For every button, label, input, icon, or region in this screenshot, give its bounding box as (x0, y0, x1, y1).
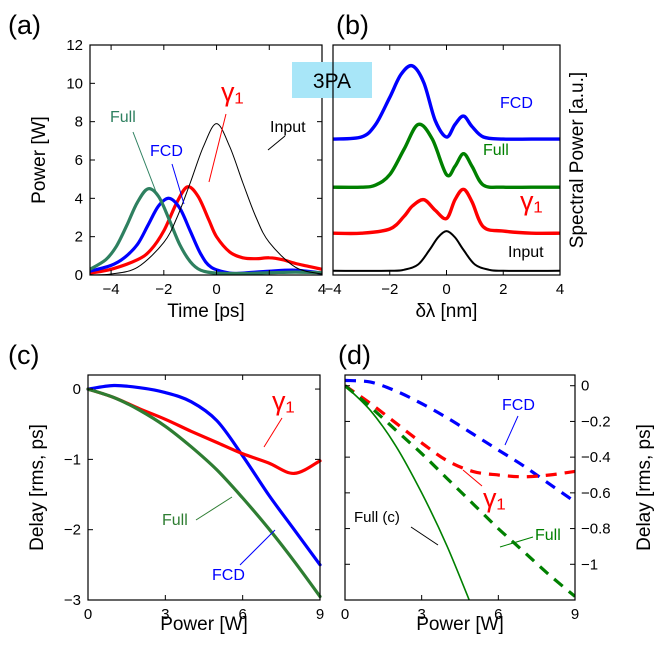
panel-a-ytick-label: 12 (66, 37, 83, 54)
panel-d-ytick-label: −0.4 (581, 449, 611, 466)
panel-d-ytick-label: −0.2 (581, 413, 611, 430)
panel-d-annot-fcd: FCD (502, 397, 535, 414)
panel-c-xtick-label: 3 (161, 606, 169, 623)
panel-d-series-1 (345, 384, 575, 479)
panel-c-annot-fcd: FCD (212, 567, 245, 584)
panel-b-annot-input: Input (508, 244, 544, 261)
panel-a-annot-full: Full (110, 109, 136, 126)
panel-b-xtick-label: 4 (556, 281, 564, 298)
panel-b-xtick-label: −4 (324, 281, 341, 298)
panel-a-annot-gamma: γ₁ (221, 77, 244, 107)
panel-c-label: (c) (8, 340, 39, 370)
panel-c-leader-fcd (239, 529, 276, 566)
panel-a-xtick-label: 4 (318, 281, 326, 298)
panel-c-ytick-label: −2 (64, 522, 81, 539)
panel-a-ytick-label: 8 (75, 114, 83, 131)
panel-a-xtick-label: −2 (155, 281, 172, 298)
panel-d-ytick-label: −1 (581, 556, 598, 573)
panel-c-ytick-label: −3 (64, 592, 81, 609)
panel-c-xtick-label: 0 (84, 606, 92, 623)
panel-d-ytick-label: 0 (581, 378, 589, 395)
panel-c-frame (87, 374, 321, 601)
panel-d-leader-gamma (462, 469, 483, 487)
panel-c-ytick-label: −1 (64, 451, 81, 468)
panel-d-xlabel: Power [W] (416, 614, 504, 635)
panel-a-leader-fcd (171, 163, 185, 205)
panel-d-annot-full-c: Full (c) (354, 509, 400, 526)
panel-c-series-0 (86, 383, 322, 567)
panel-b-annot-full: Full (483, 142, 509, 159)
panel-a-frame (89, 44, 323, 276)
panel-a-xlabel: Time [ps] (167, 301, 244, 322)
badge-3pa-text: 3PA (313, 70, 351, 93)
panel-c-xtick-label: 6 (238, 606, 246, 623)
panel-c-annot-gamma: γ₁ (272, 386, 295, 416)
panel-b-ylabel: Spectral Power [a.u.] (567, 72, 588, 248)
panel-c-ytick-label: 0 (73, 381, 81, 398)
panel-a-series-3 (90, 185, 322, 275)
panel-d-leader-full (499, 536, 534, 548)
panel-a-leader-input (267, 135, 286, 151)
panel-b-xlabel: δλ [nm] (416, 301, 478, 322)
panel-a-series-1 (90, 187, 322, 275)
panel-b-xtick-label: −2 (381, 281, 398, 298)
panel-d-annot-gamma: γ₁ (483, 483, 506, 513)
panel-b-series-3 (333, 230, 560, 272)
panel-c-series-2 (86, 387, 322, 599)
panel-d-ylabel: Delay [rms, ps] (634, 424, 655, 551)
panel-d-label: (d) (338, 340, 371, 370)
panel-d-series-2 (345, 384, 575, 598)
panel-c-xtick-label: 9 (316, 606, 324, 623)
panel-a-ytick-label: 4 (75, 190, 83, 207)
panel-b-xtick-label: 0 (442, 281, 450, 298)
panel-c-leader-gamma (263, 417, 283, 448)
badge-3pa (292, 62, 372, 98)
panel-d-xtick-label: 3 (417, 606, 425, 623)
panel-a-leader-full (132, 131, 159, 198)
panel-b-annot-gamma: γ₁ (520, 186, 543, 216)
panel-a-plot (90, 123, 322, 275)
panel-d-xtick-label: 9 (571, 606, 579, 623)
panel-d-series-3 (345, 385, 471, 600)
panel-a-ytick-label: 10 (66, 75, 83, 92)
panel-a-xtick-label: 2 (265, 281, 273, 298)
panel-d-leader-full-c (410, 526, 439, 546)
panel-a-series-0 (90, 123, 322, 275)
panel-c-annot-full: Full (162, 512, 188, 529)
panel-b-label: (b) (336, 10, 369, 40)
panel-d-xtick-label: 0 (341, 606, 349, 623)
panel-c-ylabel: Delay [rms, ps] (27, 424, 48, 551)
panel-a-xtick-label: 0 (212, 281, 220, 298)
panel-a-ylabel: Power [W] (29, 116, 50, 204)
panel-a-label: (a) (8, 10, 41, 40)
panel-b-plot (333, 63, 560, 272)
panel-a-ytick-label: 6 (75, 152, 83, 169)
panel-c-leader-full (195, 496, 233, 521)
panel-c-xlabel: Power [W] (160, 614, 248, 635)
panel-a-xtick-label: −4 (103, 281, 120, 298)
panel-b-annot-fcd: FCD (500, 95, 533, 112)
panel-b-series-1 (333, 122, 560, 190)
panel-b-xtick-label: 2 (499, 281, 507, 298)
panel-a-ytick-label: 2 (75, 229, 83, 246)
panel-d-leader-fcd (504, 415, 519, 446)
panel-d-annot-full: Full (535, 527, 561, 544)
panel-a-annot-fcd: FCD (150, 143, 183, 160)
panel-d-xtick-label: 6 (494, 606, 502, 623)
panel-d-plot (345, 378, 575, 600)
panel-b-series-0 (333, 63, 560, 141)
panel-d-ytick-label: −0.8 (581, 521, 611, 538)
panel-a-annot-input: Input (270, 119, 306, 136)
panel-a-leader-gamma (208, 113, 227, 183)
panel-a-ytick-label: 0 (75, 267, 83, 284)
panel-d-series-0 (345, 378, 575, 504)
panel-b-series-2 (333, 187, 560, 236)
panel-d-ytick-label: −0.6 (581, 485, 611, 502)
panel-d-frame (344, 374, 576, 601)
